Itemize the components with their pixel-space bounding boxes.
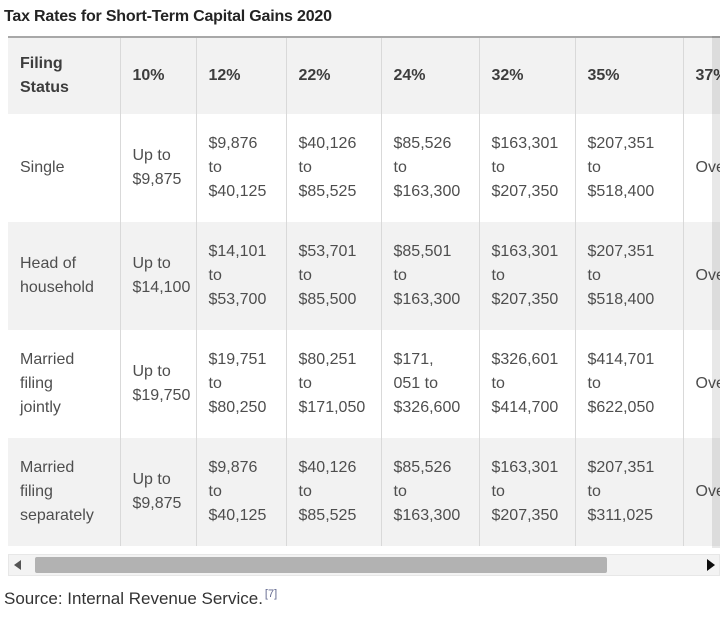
column-header-35pct: 35% <box>574 38 683 114</box>
scroll-left-arrow-icon <box>14 560 21 570</box>
scroll-left-button[interactable] <box>9 555 26 575</box>
source-text: Source: Internal Revenue Service. <box>4 589 263 608</box>
cell-bracket: Up to $19,750 <box>119 330 196 438</box>
cell-bracket: $9,876 to $40,125 <box>195 438 286 546</box>
cell-bracket: $53,701 to $85,500 <box>285 222 381 330</box>
citation-link[interactable]: [7] <box>264 588 278 601</box>
cell-bracket: Over <box>682 114 720 222</box>
column-header-12pct: 12% <box>195 38 286 114</box>
cell-filing-status: Head of household <box>8 222 120 330</box>
column-header-24pct: 24% <box>380 38 479 114</box>
scrollbar-thumb[interactable] <box>35 557 607 573</box>
row-married-filing-separately: Married filing separately Up to $9,875 $… <box>8 438 720 546</box>
cell-filing-status: Single <box>8 114 120 222</box>
cell-bracket: $19,751 to $80,250 <box>195 330 286 438</box>
table-scroll-container[interactable]: Filing Status 10% 12% 22% 24% 32% 35% 37… <box>8 36 720 548</box>
column-header-filing-status: Filing Status <box>8 38 120 114</box>
cell-bracket: $163,301 to $207,350 <box>478 438 575 546</box>
cell-bracket: Over <box>682 330 720 438</box>
cell-filing-status: Married filing jointly <box>8 330 120 438</box>
cell-bracket: $80,251 to $171,050 <box>285 330 381 438</box>
source-line: Source: Internal Revenue Service. [7] <box>4 589 720 609</box>
cell-filing-status: Married filing separately <box>8 438 120 546</box>
cell-bracket: $414,701 to $622,050 <box>574 330 683 438</box>
column-header-37pct: 37% <box>682 38 720 114</box>
cell-bracket: $85,526 to $163,300 <box>380 438 479 546</box>
cell-bracket: $9,876 to $40,125 <box>195 114 286 222</box>
column-header-22pct: 22% <box>285 38 381 114</box>
row-married-filing-jointly: Married filing jointly Up to $19,750 $19… <box>8 330 720 438</box>
cell-bracket: $40,126 to $85,525 <box>285 114 381 222</box>
cell-bracket: $326,601 to $414,700 <box>478 330 575 438</box>
cell-bracket: $207,351 to $311,025 <box>574 438 683 546</box>
horizontal-scrollbar[interactable] <box>8 554 720 576</box>
cell-bracket: Over <box>682 438 720 546</box>
header-row: Filing Status 10% 12% 22% 24% 32% 35% 37… <box>8 38 720 114</box>
cell-bracket: $14,101 to $53,700 <box>195 222 286 330</box>
cell-bracket: Up to $14,100 <box>119 222 196 330</box>
scrollbar-track[interactable] <box>26 555 702 575</box>
row-head-of-household: Head of household Up to $14,100 $14,101 … <box>8 222 720 330</box>
cell-bracket: $163,301 to $207,350 <box>478 114 575 222</box>
cell-bracket: $163,301 to $207,350 <box>478 222 575 330</box>
cell-bracket: $171, 051 to $326,600 <box>380 330 479 438</box>
scroll-right-arrow-icon <box>706 559 715 571</box>
cell-bracket: $85,501 to $163,300 <box>380 222 479 330</box>
scroll-right-button[interactable] <box>702 555 719 575</box>
page-title: Tax Rates for Short-Term Capital Gains 2… <box>4 8 332 25</box>
tax-rates-table: Filing Status 10% 12% 22% 24% 32% 35% 37… <box>8 38 720 546</box>
cell-bracket: Up to $9,875 <box>119 114 196 222</box>
column-header-32pct: 32% <box>478 38 575 114</box>
cell-bracket: $207,351 to $518,400 <box>574 222 683 330</box>
cell-bracket: $85,526 to $163,300 <box>380 114 479 222</box>
column-header-10pct: 10% <box>119 38 196 114</box>
cell-bracket: Up to $9,875 <box>119 438 196 546</box>
row-single: Single Up to $9,875 $9,876 to $40,125 $4… <box>8 114 720 222</box>
table-zone: Filing Status 10% 12% 22% 24% 32% 35% 37… <box>8 36 720 576</box>
cell-bracket: $40,126 to $85,525 <box>285 438 381 546</box>
cell-bracket: Over <box>682 222 720 330</box>
cell-bracket: $207,351 to $518,400 <box>574 114 683 222</box>
